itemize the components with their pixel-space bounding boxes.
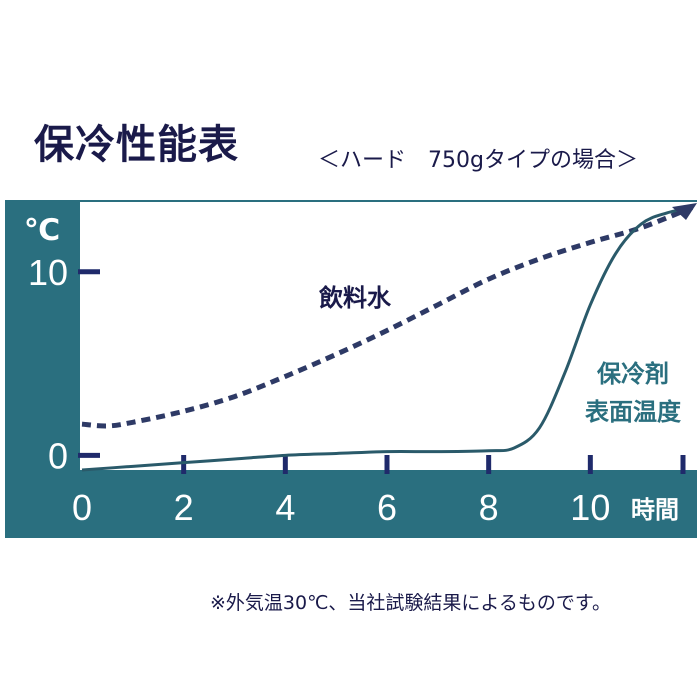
y-axis-label: ℃ [24, 214, 60, 247]
x-tick-label: 10 [570, 487, 610, 528]
series-line-water [81, 205, 693, 429]
x-tick-label: 8 [479, 487, 499, 528]
footnote: ※外気温30℃、当社試験結果によるものです。 [210, 592, 611, 614]
x-tick-label: 0 [72, 487, 92, 528]
x-tick-label: 4 [275, 487, 295, 528]
arrow-head [672, 203, 697, 220]
series-group [81, 203, 697, 472]
y-tick-label: 0 [48, 435, 68, 476]
x-axis-label: 時間 [631, 497, 679, 524]
plot-area [80, 202, 697, 470]
y-ticks: 0 10 [28, 252, 100, 476]
series-label-surface-line2: 表面温度 [585, 398, 682, 426]
x-ticks: 0 2 4 6 8 10 [72, 455, 686, 528]
y-tick-label: 10 [28, 252, 68, 293]
x-tick-label: 2 [174, 487, 194, 528]
chart-frame [5, 200, 697, 538]
x-tick-label: 6 [377, 487, 397, 528]
series-line-surface [81, 206, 693, 472]
series-label-surface-line1: 保冷剤 [596, 360, 669, 388]
series-label-water: 飲料水 [318, 284, 392, 312]
chart-subtitle: ＜ハード 750gタイプの場合＞ [318, 148, 638, 173]
chart-title: 保冷性能表 [34, 122, 239, 168]
